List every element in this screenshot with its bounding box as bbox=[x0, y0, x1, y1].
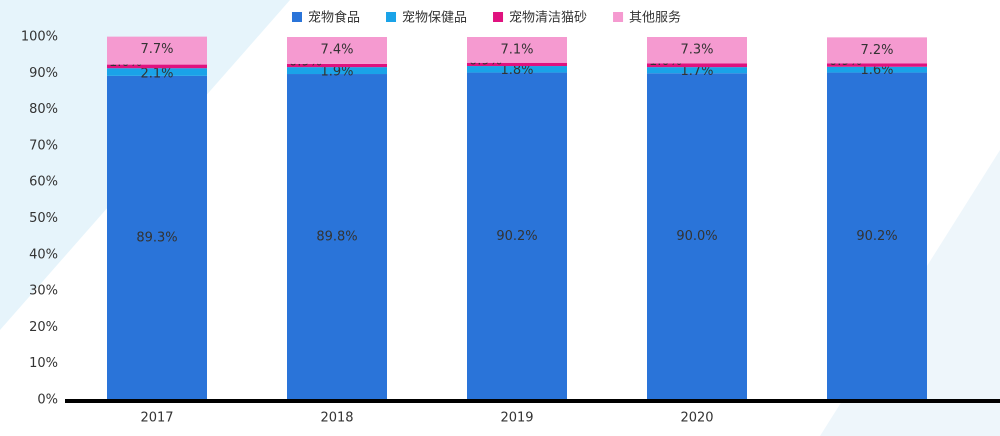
bar-segment bbox=[287, 37, 387, 64]
y-tick-label: 0% bbox=[37, 393, 58, 408]
value-label: 7.2% bbox=[860, 43, 893, 58]
bar-segment bbox=[287, 63, 387, 68]
value-label: 90.2% bbox=[856, 229, 897, 244]
y-tick-label: 20% bbox=[29, 320, 58, 335]
legend-swatch bbox=[292, 12, 302, 22]
bar-segment bbox=[827, 66, 927, 73]
value-label: 7.4% bbox=[320, 43, 353, 58]
y-tick-label: 80% bbox=[29, 102, 58, 117]
legend-label: 宠物保健品 bbox=[402, 10, 467, 26]
x-tick-label: 2017 bbox=[140, 411, 173, 426]
bar-segment bbox=[467, 62, 567, 67]
legend-label: 其他服务 bbox=[629, 10, 681, 26]
value-label: 2.1% bbox=[140, 66, 173, 81]
y-tick-label: 60% bbox=[29, 175, 58, 190]
bar-segment bbox=[287, 74, 387, 400]
y-tick-label: 40% bbox=[29, 247, 58, 262]
value-label: 89.8% bbox=[316, 230, 357, 245]
bar-segment bbox=[467, 37, 567, 63]
bar-segment bbox=[467, 72, 567, 400]
bar-segment bbox=[827, 72, 927, 400]
bar-segment bbox=[287, 67, 387, 75]
legend-swatch bbox=[493, 12, 504, 22]
y-tick-label: 50% bbox=[29, 211, 58, 226]
bar-segment bbox=[467, 66, 567, 73]
legend-label: 宠物清洁猫砂 bbox=[509, 10, 587, 26]
value-label: 1.6% bbox=[860, 63, 893, 78]
bar-segment bbox=[827, 63, 927, 67]
value-label: 1.9% bbox=[320, 65, 353, 80]
legend-label: 宠物食品 bbox=[308, 10, 360, 26]
bar-segment bbox=[647, 37, 747, 64]
value-label: 7.3% bbox=[680, 43, 713, 58]
bar-segment bbox=[107, 75, 207, 400]
legend-swatch bbox=[613, 12, 624, 22]
bar-segment bbox=[647, 63, 747, 68]
x-tick-label: 2019 bbox=[500, 411, 533, 426]
legend-swatch bbox=[386, 12, 397, 22]
bar-segment bbox=[647, 67, 747, 74]
y-tick-label: 90% bbox=[29, 66, 58, 81]
value-label: 7.7% bbox=[140, 42, 173, 57]
y-tick-label: 70% bbox=[29, 138, 58, 153]
bar-segment bbox=[827, 37, 927, 64]
value-label: 89.3% bbox=[136, 230, 177, 245]
y-tick-label: 100% bbox=[21, 30, 58, 45]
value-label: 90.2% bbox=[496, 229, 537, 244]
x-tick-label: 2018 bbox=[320, 411, 353, 426]
bar-segment bbox=[107, 68, 207, 76]
value-label: 1.7% bbox=[680, 64, 713, 79]
value-label: 90.0% bbox=[676, 229, 717, 244]
value-label: 7.1% bbox=[500, 43, 533, 58]
bar-segment bbox=[107, 36, 207, 65]
bar-segment bbox=[647, 73, 747, 401]
y-tick-label: 10% bbox=[29, 356, 58, 371]
bar-segment bbox=[107, 64, 207, 69]
x-tick-label: 2020 bbox=[680, 411, 713, 426]
value-label: 1.8% bbox=[500, 63, 533, 78]
y-tick-label: 30% bbox=[29, 284, 58, 299]
